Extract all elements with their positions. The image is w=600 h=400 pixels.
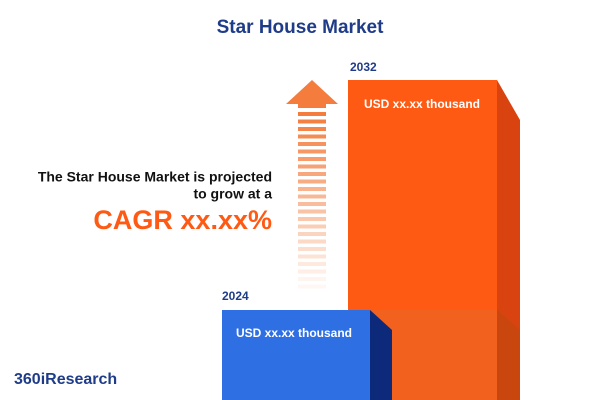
arrow-head <box>286 80 338 108</box>
projection-text: The Star House Market is projected <box>38 169 272 185</box>
arrow-stripe <box>298 187 326 191</box>
arrow-stripe <box>298 232 326 236</box>
year-label: 2032 <box>350 60 377 74</box>
arrow-stripe <box>298 209 326 214</box>
bar-side <box>370 310 392 400</box>
arrow-stripe <box>298 157 326 161</box>
arrow-stripe <box>298 194 326 199</box>
year-label: 2024 <box>222 289 249 303</box>
arrow-stripe <box>298 119 326 124</box>
arrow-stripe <box>298 202 326 206</box>
bar-side-lower <box>497 310 520 400</box>
arrow-stripe <box>298 134 326 139</box>
bar-value-label: USD xx.xx thousand <box>236 326 352 340</box>
bar-2024 <box>222 310 370 400</box>
arrow-stripe <box>298 179 326 184</box>
bar-value-label: USD xx.xx thousand <box>364 97 480 111</box>
arrow-stripe <box>298 127 326 131</box>
arrow-stripe <box>298 112 326 116</box>
arrow-stripe <box>298 224 326 229</box>
arrow-stripe <box>298 239 326 244</box>
arrow-stripe <box>298 142 326 146</box>
growth-arrow <box>286 80 338 289</box>
cagr-text: CAGR xx.xx% <box>93 205 272 235</box>
arrow-stripe <box>298 247 326 251</box>
arrow-stripe <box>298 284 326 289</box>
arrow-stripe <box>298 262 326 266</box>
arrow-stripe <box>298 149 326 154</box>
arrow-stripe <box>298 269 326 274</box>
arrow-stripe <box>298 164 326 169</box>
brand-logo: 360iResearch <box>14 371 117 388</box>
arrow-stripe <box>298 217 326 221</box>
arrow-stripe <box>298 172 326 176</box>
arrow-stripe <box>298 277 326 281</box>
title: Star House Market <box>217 17 385 38</box>
projection-text: to grow at a <box>193 186 272 202</box>
arrow-stripe <box>298 254 326 259</box>
